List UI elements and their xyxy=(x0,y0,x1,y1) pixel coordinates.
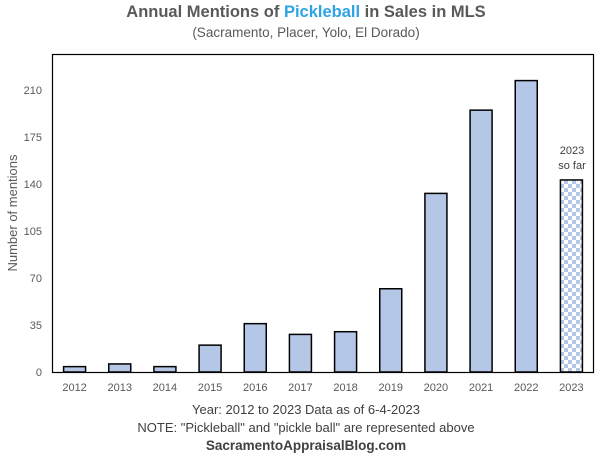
title-part-1: Annual Mentions of xyxy=(126,3,284,21)
bar-2016 xyxy=(243,322,267,373)
title-part-3: in Sales in MLS xyxy=(360,3,486,21)
chart-title: Annual Mentions of Pickleball in Sales i… xyxy=(0,3,612,22)
bar-2020 xyxy=(424,192,448,373)
bar-2022 xyxy=(514,79,538,373)
bar-2015 xyxy=(198,344,222,373)
bar-2013 xyxy=(108,363,132,373)
y-tick-label: 0 xyxy=(36,367,42,379)
x-tick-label: 2020 xyxy=(424,382,448,394)
bar-2023 xyxy=(559,179,584,373)
title-highlight: Pickleball xyxy=(283,3,361,21)
y-tick-label: 210 xyxy=(24,85,42,97)
x-tick-label: 2016 xyxy=(243,382,267,394)
y-tick-label: 105 xyxy=(24,226,42,238)
y-tick-label: 35 xyxy=(30,320,42,332)
y-tick-label: 70 xyxy=(30,273,42,285)
y-tick-label: 140 xyxy=(24,179,42,191)
x-tick-label: 2022 xyxy=(514,382,538,394)
x-tick-label: 2015 xyxy=(198,382,222,394)
bar-2018 xyxy=(333,330,358,373)
x-axis-label: Year: 2012 to 2023 Data as of 6-4-2023 xyxy=(192,402,420,417)
bar-2014 xyxy=(153,365,177,373)
plot-frame xyxy=(51,53,595,374)
footnote: NOTE: "Pickleball" and "pickle ball" are… xyxy=(137,420,475,435)
x-tick-label: 2014 xyxy=(153,382,177,394)
y-tick-label: 175 xyxy=(24,132,42,144)
x-tick-label: 2021 xyxy=(469,382,493,394)
x-tick-label: 2019 xyxy=(379,382,403,394)
bar-2017 xyxy=(288,333,313,373)
bar-2021 xyxy=(469,109,493,373)
bar-2019 xyxy=(379,287,403,373)
bar-2012 xyxy=(62,365,87,373)
x-tick-label: 2023 xyxy=(559,382,583,394)
x-tick-label: 2012 xyxy=(62,382,86,394)
x-tick-label: 2013 xyxy=(108,382,132,394)
x-tick-label: 2018 xyxy=(333,382,357,394)
y-axis-label: Number of mentions xyxy=(5,154,20,272)
annotation-line-1: 2023 xyxy=(560,145,584,157)
annotation-line-2: so far xyxy=(558,160,586,172)
chart-subtitle: (Sacramento, Placer, Yolo, El Dorado) xyxy=(192,25,420,40)
x-tick-label: 2017 xyxy=(288,382,312,394)
source-credit: SacramentoAppraisalBlog.com xyxy=(205,438,407,453)
